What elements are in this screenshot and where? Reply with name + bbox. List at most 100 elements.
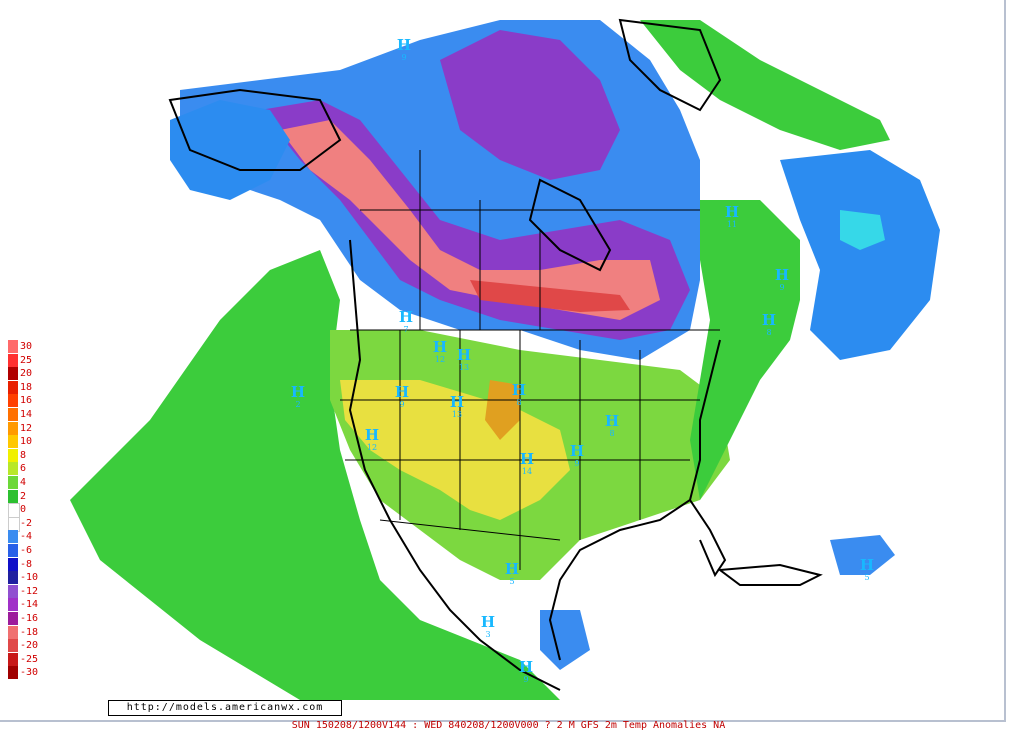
legend-label: -30 <box>20 667 39 679</box>
plains-orange-spot <box>485 380 520 440</box>
high-value: 2 <box>295 400 301 409</box>
legend-entry: 18 <box>8 380 42 394</box>
legend-label: -10 <box>20 572 39 584</box>
legend-entry: -4 <box>8 530 42 544</box>
high-marker: H 12 <box>428 338 452 365</box>
high-marker: H 12 <box>360 426 384 453</box>
high-value: 9 <box>574 459 580 468</box>
legend-swatch <box>8 639 18 653</box>
legend-entry: 16 <box>8 394 42 408</box>
state-borders <box>340 150 720 570</box>
high-value: 3 <box>485 630 491 639</box>
arctic-purple <box>440 30 620 180</box>
legend-label: -25 <box>20 653 39 665</box>
high-value: 12 <box>366 443 378 452</box>
legend-swatch <box>8 598 18 612</box>
legend-entry: -10 <box>8 571 42 585</box>
legend-entry: 30 <box>8 340 42 353</box>
legend-swatch <box>8 340 18 353</box>
atlantic-coastline <box>548 339 721 661</box>
legend-entry: -12 <box>8 584 42 598</box>
legend-entry: 6 <box>8 462 42 476</box>
high-letter: H <box>761 311 777 329</box>
high-letter: H <box>604 412 620 430</box>
high-value: 14 <box>521 467 533 476</box>
pacific-coastline <box>348 239 561 691</box>
legend-entry: -18 <box>8 625 42 639</box>
legend-swatch <box>8 652 18 666</box>
high-value: 9 <box>399 400 405 409</box>
high-value: 5 <box>864 573 870 582</box>
cuba-outline <box>717 563 823 586</box>
legend-swatch <box>8 353 18 367</box>
high-value: 8 <box>516 398 522 407</box>
legend-label: 30 <box>20 341 33 352</box>
legend-entry: 20 <box>8 367 42 381</box>
legend-label: 0 <box>20 504 27 516</box>
legend-entry: 8 <box>8 448 42 462</box>
legend-swatch <box>8 380 18 394</box>
legend-entry: -20 <box>8 639 42 653</box>
legend-label: -12 <box>20 585 39 597</box>
high-letter: H <box>480 613 496 631</box>
high-letter: H <box>394 383 410 401</box>
high-letter: H <box>396 36 412 54</box>
high-letter: H <box>432 338 448 356</box>
high-value: 13 <box>458 363 470 372</box>
legend-swatch <box>8 571 18 585</box>
legend-entry: -16 <box>8 612 42 625</box>
legend-entry: 12 <box>8 421 42 435</box>
legend-label: 14 <box>20 409 33 420</box>
legend-swatch <box>8 557 18 571</box>
legend-label: 10 <box>20 436 33 448</box>
legend-swatch <box>8 462 18 476</box>
high-letter: H <box>569 442 585 460</box>
high-value: 7 <box>403 325 409 334</box>
high-letter: H <box>518 658 534 676</box>
legend-label: 4 <box>20 477 27 488</box>
legend-swatch <box>8 408 18 421</box>
legend-label: -18 <box>20 626 39 638</box>
high-marker: H 11 <box>720 203 744 230</box>
atlantic-cold-region <box>780 150 940 360</box>
high-letter: H <box>364 426 380 444</box>
high-marker: H 13 <box>445 393 469 420</box>
legend-label: -6 <box>20 545 33 556</box>
canada-cold-red <box>470 280 630 312</box>
high-value: 9 <box>779 283 785 292</box>
anomaly-map <box>70 18 940 700</box>
legend-swatch <box>8 448 18 462</box>
high-value: 13 <box>451 410 463 419</box>
high-value: 8 <box>766 328 772 337</box>
legend-entry: -6 <box>8 544 42 557</box>
legend-entry: -2 <box>8 516 42 532</box>
high-value: 11 <box>726 220 738 229</box>
legend-entry: 4 <box>8 476 42 489</box>
legend-label: -8 <box>20 558 33 570</box>
high-letter: H <box>511 381 527 399</box>
high-letter: H <box>724 203 740 221</box>
legend-entry: -25 <box>8 652 42 666</box>
high-value: 12 <box>434 355 446 364</box>
gulf-cold-spot <box>540 610 590 670</box>
map-caption: SUN 150208/1200V144 : WED 840208/1200V00… <box>291 720 726 731</box>
high-letter: H <box>449 393 465 411</box>
high-letter: H <box>859 556 875 574</box>
legend-swatch <box>8 476 18 489</box>
legend-entry: -14 <box>8 598 42 612</box>
legend-label: 16 <box>20 395 33 407</box>
legend-label: -14 <box>20 599 39 611</box>
hudson-bay-outline <box>528 178 612 272</box>
legend-label: -16 <box>20 613 39 624</box>
legend-swatch <box>8 544 18 557</box>
high-letter: H <box>774 266 790 284</box>
